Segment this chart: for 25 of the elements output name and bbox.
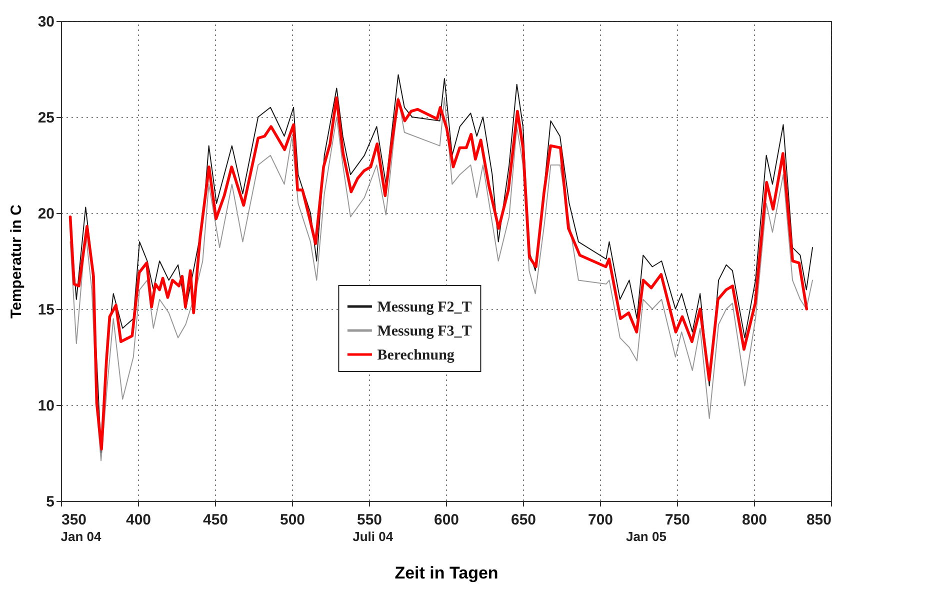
x-tick-label: 750 — [664, 512, 690, 528]
y-tick-label: 20 — [38, 206, 54, 222]
x-axis-title: Zeit in Tagen — [394, 564, 498, 582]
x-tick-label: 600 — [434, 512, 460, 528]
text: Jan 04 — [60, 529, 102, 544]
y-axis-title: Temperatur in C — [8, 204, 25, 318]
y-tick-label: 15 — [38, 302, 54, 318]
y-tick-label: 10 — [38, 398, 54, 414]
x-tick-label: 800 — [742, 512, 768, 528]
x-tick-label: 850 — [806, 512, 832, 528]
x-tick-label: 550 — [356, 512, 382, 528]
legend-label: Messung F2_T — [377, 300, 472, 316]
x-tick-label: 350 — [62, 512, 87, 528]
legend-label: Berechnung — [377, 348, 455, 364]
y-tick-label: 5 — [46, 494, 54, 510]
x-tick-label: 400 — [126, 512, 152, 528]
text: Juli 04 — [352, 529, 394, 544]
y-tick-label: 30 — [38, 14, 54, 30]
x-tick-label: 700 — [588, 512, 614, 528]
x-tick-label: 450 — [202, 512, 228, 528]
y-tick-label: 25 — [38, 110, 54, 126]
x-tick-label: 650 — [510, 512, 536, 528]
text: Jan 05 — [626, 529, 666, 544]
x-tick-label: 500 — [280, 512, 306, 528]
legend-label: Messung F3_T — [377, 324, 472, 340]
